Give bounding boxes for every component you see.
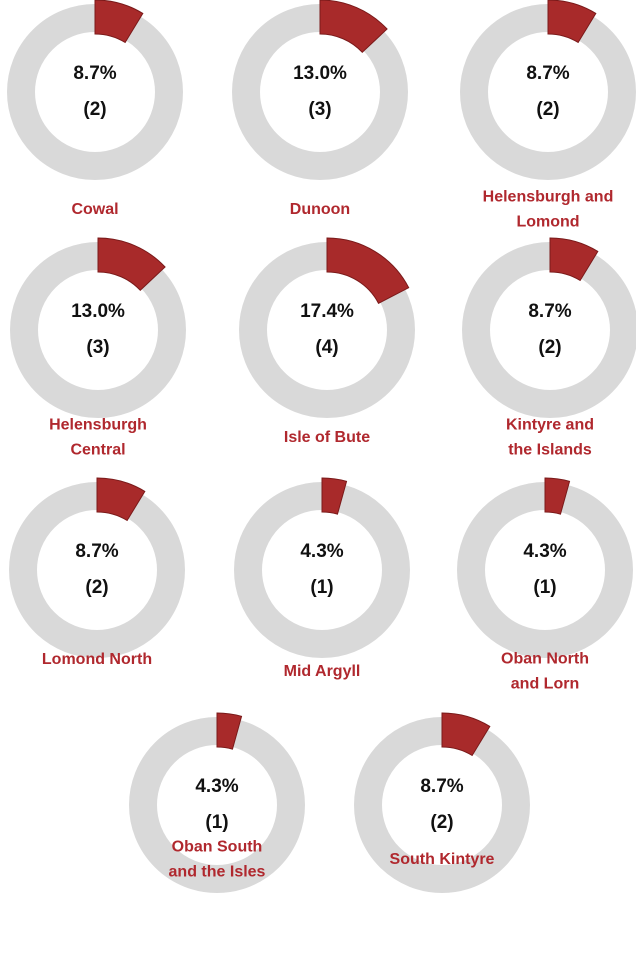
donut-segment bbox=[549, 237, 599, 282]
donut-track bbox=[129, 717, 305, 893]
donut-chart: 8.7% (2) Lomond North bbox=[9, 477, 185, 668]
donut-segment bbox=[326, 237, 410, 305]
count-label: (2) bbox=[430, 812, 453, 833]
percent-label: 4.3% bbox=[523, 541, 566, 562]
count-label: (2) bbox=[85, 577, 108, 598]
donut-track bbox=[9, 482, 185, 658]
count-label: (3) bbox=[308, 99, 331, 120]
donut-chart: 4.3% (1) Oban North and Lorn bbox=[457, 477, 633, 693]
donut-chart: 8.7% (2) Cowal bbox=[7, 0, 183, 218]
donut-chart: 8.7% (2) South Kintyre bbox=[354, 712, 530, 893]
count-label: (3) bbox=[86, 337, 109, 358]
percent-label: 13.0% bbox=[71, 301, 125, 322]
donut-title: Helensburgh bbox=[49, 417, 147, 434]
donut-title: Central bbox=[70, 442, 125, 459]
donut-segment bbox=[216, 712, 243, 750]
percent-label: 8.7% bbox=[73, 63, 116, 84]
donut-title: the Islands bbox=[508, 442, 592, 459]
donut-title: Dunoon bbox=[290, 201, 350, 218]
donut-segment bbox=[94, 0, 144, 44]
donut-track bbox=[7, 4, 183, 180]
donut-chart: 8.7% (2) Helensburgh and Lomond bbox=[460, 0, 636, 231]
donut-chart: 13.0% (3) Helensburgh Central bbox=[10, 237, 186, 459]
percent-label: 4.3% bbox=[300, 541, 343, 562]
donut-track bbox=[460, 4, 636, 180]
donut-track bbox=[457, 482, 633, 658]
donut-title: Lomond North bbox=[42, 651, 152, 668]
donut-title: South Kintyre bbox=[390, 851, 495, 868]
donut-chart: 4.3% (1) Mid Argyll bbox=[234, 477, 410, 680]
count-label: (1) bbox=[310, 577, 333, 598]
donut-chart: 13.0% (3) Dunoon bbox=[232, 0, 408, 218]
count-label: (2) bbox=[536, 99, 559, 120]
donut-title: Mid Argyll bbox=[284, 663, 361, 680]
percent-label: 8.7% bbox=[528, 301, 571, 322]
count-label: (1) bbox=[205, 812, 228, 833]
donut-title: and Lorn bbox=[511, 676, 579, 693]
donut-chart: 8.7% (2) Kintyre and the Islands bbox=[462, 237, 636, 459]
percent-label: 13.0% bbox=[293, 63, 347, 84]
percent-label: 4.3% bbox=[195, 776, 238, 797]
count-label: (4) bbox=[315, 337, 338, 358]
donut-segment bbox=[441, 712, 491, 757]
donut-title: Oban South bbox=[172, 839, 263, 856]
donut-segment bbox=[321, 477, 348, 515]
donut-segment bbox=[319, 0, 388, 54]
count-label: (2) bbox=[538, 337, 561, 358]
donut-title: Kintyre and bbox=[506, 417, 594, 434]
percent-label: 8.7% bbox=[526, 63, 569, 84]
percent-label: 17.4% bbox=[300, 301, 354, 322]
donut-title: Cowal bbox=[71, 201, 118, 218]
donut-title: Lomond bbox=[516, 214, 579, 231]
donut-segment bbox=[96, 477, 146, 522]
percent-label: 8.7% bbox=[420, 776, 463, 797]
donut-segment bbox=[544, 477, 571, 515]
donut-track bbox=[462, 242, 636, 418]
donut-segment bbox=[547, 0, 597, 44]
donut-title: Oban North bbox=[501, 651, 589, 668]
donut-track bbox=[234, 482, 410, 658]
donut-title: and the Isles bbox=[169, 864, 266, 881]
percent-label: 8.7% bbox=[75, 541, 118, 562]
donut-chart: 17.4% (4) Isle of Bute bbox=[239, 237, 415, 446]
donut-title: Isle of Bute bbox=[284, 429, 370, 446]
count-label: (1) bbox=[533, 577, 556, 598]
count-label: (2) bbox=[83, 99, 106, 120]
donut-chart: 4.3% (1) Oban South and the Isles bbox=[129, 712, 305, 893]
donut-title: Helensburgh and bbox=[483, 189, 614, 206]
donut-segment bbox=[97, 237, 166, 292]
